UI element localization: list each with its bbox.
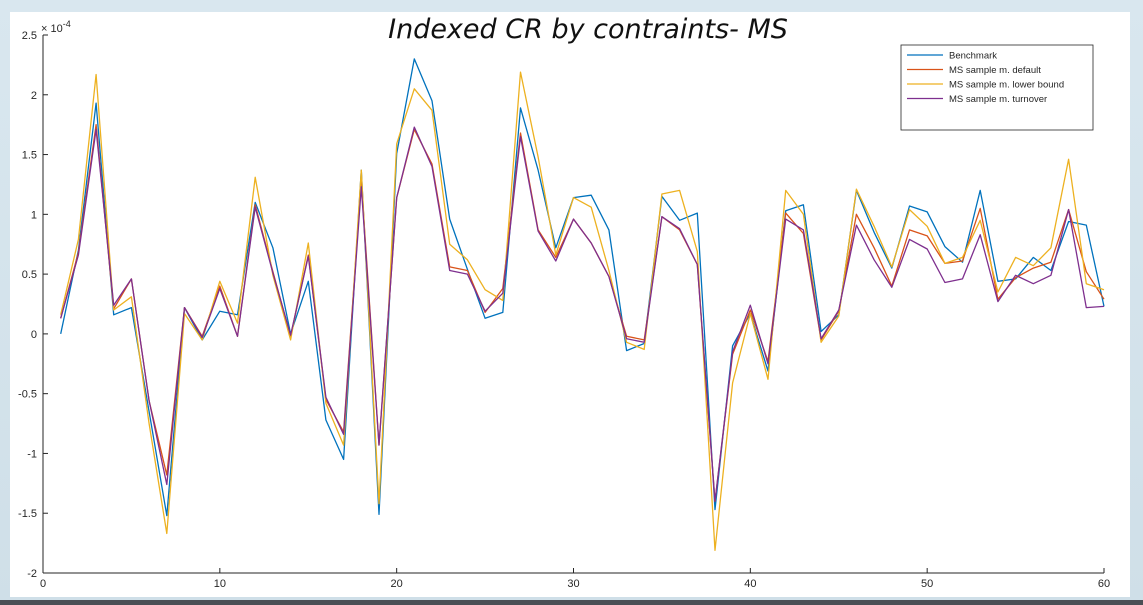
- y-tick-label: -2: [27, 568, 37, 580]
- y-tick-label: -1: [27, 448, 37, 460]
- chart-title: Indexed CR by contraints- MS: [388, 14, 788, 45]
- x-tick-label: 0: [40, 578, 46, 590]
- x-tick-label: 40: [744, 578, 756, 590]
- y-tick-label: 0: [31, 329, 37, 341]
- y-tick-label: -0.5: [18, 389, 37, 401]
- y-tick-label: 0.5: [22, 269, 37, 281]
- y-tick-label: 1.5: [22, 150, 37, 162]
- x-tick-label: 50: [921, 578, 933, 590]
- legend-box: [900, 44, 1094, 131]
- x-tick-label: 60: [1098, 578, 1110, 590]
- x-tick-label: 10: [214, 578, 226, 590]
- legend-label: MS sample m. lower bound: [949, 80, 1064, 91]
- x-tick-label: 30: [567, 578, 579, 590]
- legend-label: MS sample m. turnover: [949, 94, 1047, 105]
- x-tick-label: 20: [391, 578, 403, 590]
- series-group: [60, 58, 1105, 551]
- legend-label: Benchmark: [949, 51, 997, 62]
- y-multiplier-label: × 10-4: [41, 19, 71, 35]
- series-line-3: [60, 71, 1105, 551]
- series-line-2: [60, 124, 1105, 502]
- legend: Benchmark MS sample m. default MS sample m…: [900, 44, 1094, 131]
- y-tick-label: -1.5: [18, 508, 37, 520]
- series-line-1: [60, 58, 1105, 517]
- y-tick-label: 1: [31, 209, 37, 221]
- series-line-4: [60, 126, 1105, 502]
- bottom-strip: [0, 600, 1143, 605]
- y-tick-label: 2: [31, 90, 37, 102]
- axes: -2 -1.5 -1 -0.5 0 0.5 1 1.5 2 2.5 0 10 20 30 40 50 60 × 1…: [18, 19, 1110, 590]
- legend-label: MS sample m. default: [949, 65, 1041, 76]
- y-tick-label: 2.5: [22, 30, 37, 42]
